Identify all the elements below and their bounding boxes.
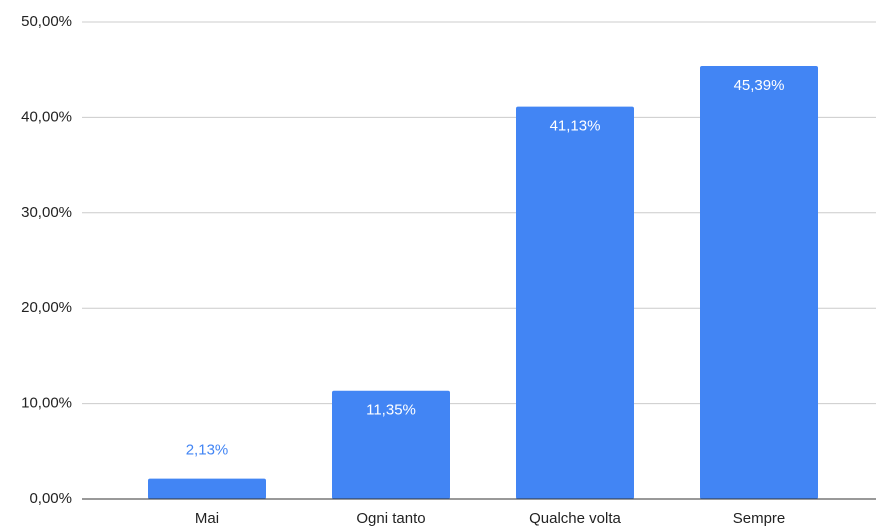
y-tick-label: 20,00%	[21, 299, 72, 316]
bar	[700, 65, 818, 499]
bar	[516, 106, 634, 499]
value-label: 45,39%	[734, 77, 785, 94]
value-label: 11,35%	[366, 402, 416, 419]
x-tick-label: Sempre	[733, 510, 786, 527]
value-label: 41,13%	[550, 118, 601, 135]
bar	[148, 478, 266, 499]
y-tick-label: 10,00%	[21, 395, 72, 412]
y-tick-label: 0,00%	[29, 490, 72, 507]
y-tick-label: 40,00%	[21, 108, 72, 125]
x-tick-label: Qualche volta	[529, 510, 621, 527]
value-label: 2,13%	[186, 442, 229, 459]
x-tick-label: Mai	[195, 510, 219, 527]
x-tick-label: Ogni tanto	[356, 510, 425, 527]
y-tick-label: 50,00%	[21, 13, 72, 30]
bar	[332, 390, 450, 499]
y-tick-label: 30,00%	[21, 204, 72, 221]
